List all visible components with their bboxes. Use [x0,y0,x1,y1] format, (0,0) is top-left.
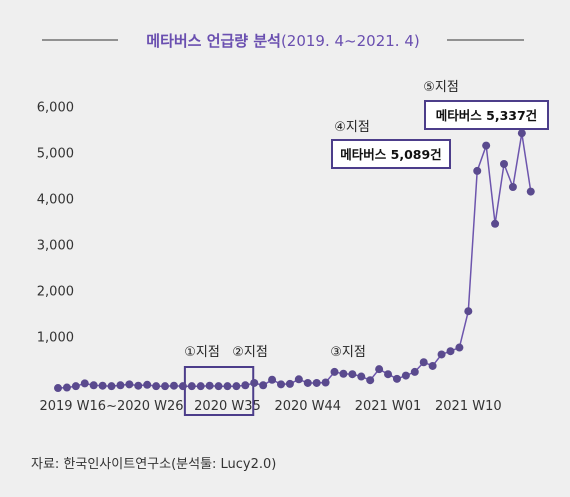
y-tick-label: 5,000 [37,147,74,162]
data-point [196,382,205,391]
data-point [250,378,259,387]
data-point [214,382,223,391]
data-point [392,374,401,383]
data-point [143,380,152,389]
chart-title: 메타버스 언급량 분석(2019. 4~2021. 4) [146,32,419,50]
data-point [232,382,241,391]
data-point [517,129,526,138]
data-point [62,383,71,392]
data-point [134,381,143,390]
data-point [187,382,196,391]
data-point [455,343,464,352]
y-axis: 1,000 2,000 3,000 4,000 5,000 6,000 [37,101,74,346]
y-tick-label: 3,000 [37,239,74,254]
data-point [98,381,107,390]
annotation-label: ⑤지점 [423,80,459,95]
data-point [473,166,482,175]
source-note: 자료: 한국인사이트연구소(분석툴: Lucy2.0) [31,457,276,472]
y-tick-label: 6,000 [37,101,74,116]
data-point [80,379,89,388]
data-point [410,367,419,376]
y-tick-label: 4,000 [37,193,74,208]
annotation-label: ③지점 [330,345,366,360]
data-point [491,219,500,228]
annotation-label: ④지점 [334,120,370,135]
chart-title-period: (2019. 4~2021. 4) [281,32,420,50]
y-tick-label: 2,000 [37,285,74,300]
data-point [401,371,410,380]
x-tick-label: 2021 W10 [435,399,502,414]
data-point [428,361,437,370]
data-point [268,375,277,384]
data-point [223,382,232,391]
data-point [259,381,268,390]
highlight-box-layer [183,366,255,416]
data-point [384,370,393,379]
callout-box [424,100,549,130]
data-point [285,379,294,388]
data-point [312,378,321,387]
data-point [71,382,80,391]
data-point [526,187,535,196]
annotation-label: ②지점 [232,345,268,360]
data-point [294,375,303,384]
data-point [241,381,250,390]
callout-box [331,139,451,169]
data-point [464,307,473,316]
data-point [116,381,125,390]
data-point [357,372,366,381]
x-tick-label: 2019 W16~2020 W26 [39,399,183,414]
callout-text: 메타버스 5,337건 [436,108,537,123]
series-layer [54,129,535,393]
x-tick-label: 2020 W35 [194,399,261,414]
x-tick-label: 2020 W44 [274,399,341,414]
data-point [366,376,375,385]
chart-title-main: 메타버스 언급량 분석 [146,32,281,50]
data-point [277,380,285,389]
x-axis: 2019 W16~2020 W26 2020 W35 2020 W44 2021 W0… [39,399,501,414]
data-point [152,382,161,391]
data-point [161,382,170,391]
data-point [54,384,62,393]
data-point [205,381,214,390]
data-point [125,380,134,389]
callout-text: 메타버스 5,089건 [340,147,441,162]
data-point [419,358,428,367]
data-point [500,160,508,168]
data-point [303,378,312,387]
data-point [508,183,517,191]
x-tick-label: 2021 W01 [355,399,422,414]
data-point [348,370,357,379]
data-point [375,365,384,374]
data-point [169,381,178,390]
y-tick-label: 1,000 [37,331,74,346]
data-point [339,369,348,378]
data-point [107,382,116,391]
data-point [321,378,330,387]
data-point [437,350,446,359]
data-point [446,347,455,356]
highlight-box [183,366,255,416]
data-point [482,141,491,150]
data-point [178,382,187,391]
annotation-label: ①지점 [184,345,220,360]
data-point [89,381,98,390]
data-point [330,367,339,376]
